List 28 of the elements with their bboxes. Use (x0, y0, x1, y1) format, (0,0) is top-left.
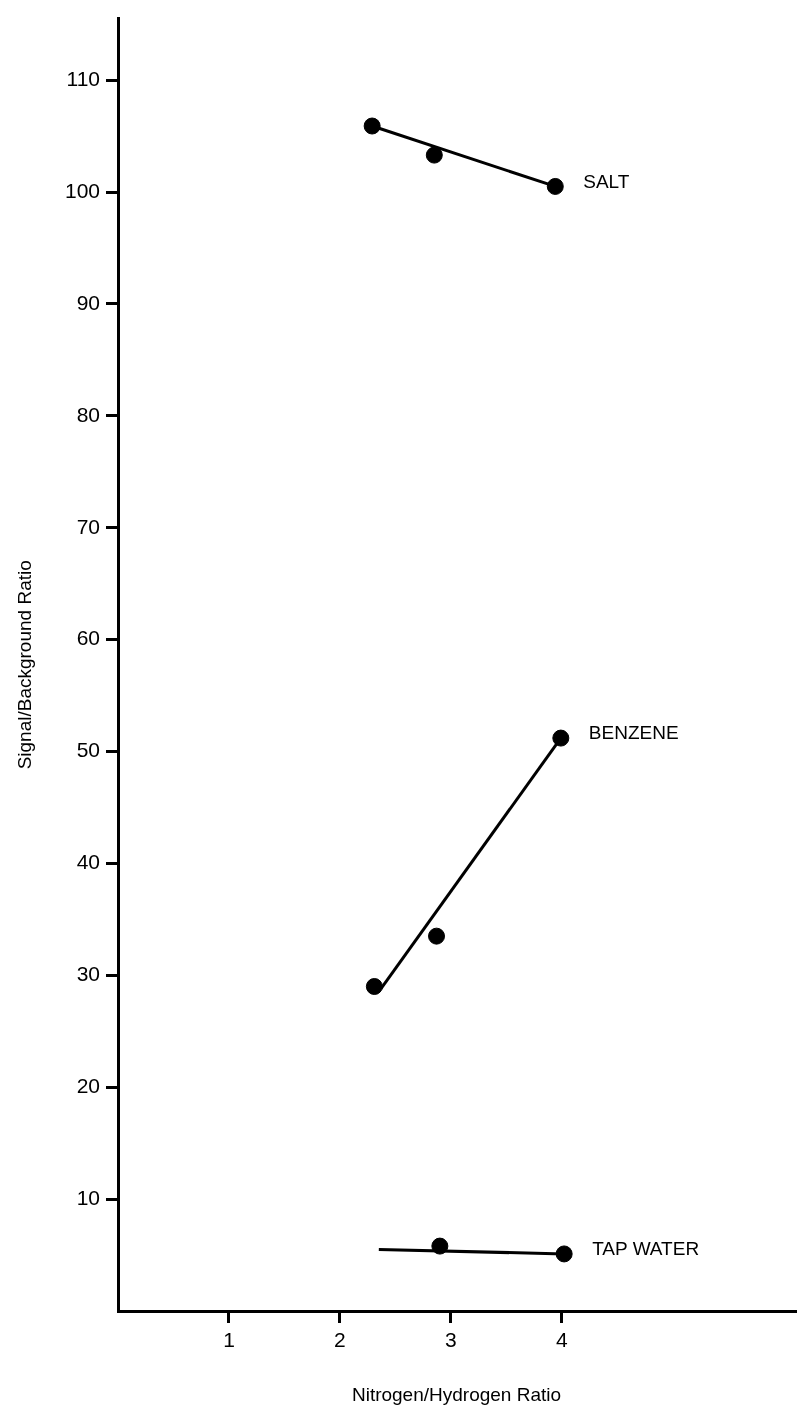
point (555, 1245, 573, 1263)
x-tick-label: 3 (445, 1328, 457, 1352)
x-tick-label: 2 (334, 1328, 346, 1352)
series-label: SALT (583, 170, 630, 192)
y-tick-label: 110 (66, 66, 100, 90)
y-tick-label: 80 (76, 402, 100, 426)
point (425, 146, 443, 164)
y-tick-label: 90 (76, 290, 100, 314)
x-tick-label: 1 (223, 1328, 235, 1352)
y-tick-label: 100 (64, 178, 100, 202)
point (365, 978, 383, 995)
point (363, 117, 381, 135)
y-tick-label: 20 (76, 1074, 100, 1097)
series-label: TAP WATER (592, 1238, 700, 1260)
series-label: BENZENE (588, 722, 679, 744)
y-tick-label: 70 (76, 514, 100, 538)
point (546, 177, 564, 195)
y-tick-label: 60 (76, 626, 100, 650)
point (552, 729, 570, 747)
y-tick-label: 30 (76, 962, 100, 986)
y-axis-title: Signal/Background Ratio (13, 560, 35, 770)
y-tick-label: 40 (76, 850, 100, 874)
point (428, 927, 446, 945)
y-tick-label: 50 (76, 738, 100, 762)
x-axis-title: Nitrogen/Hydrogen Ratio (351, 1383, 562, 1405)
point (431, 1237, 449, 1255)
x-tick-label: 4 (556, 1328, 569, 1352)
y-tick-label: 10 (76, 1185, 100, 1209)
